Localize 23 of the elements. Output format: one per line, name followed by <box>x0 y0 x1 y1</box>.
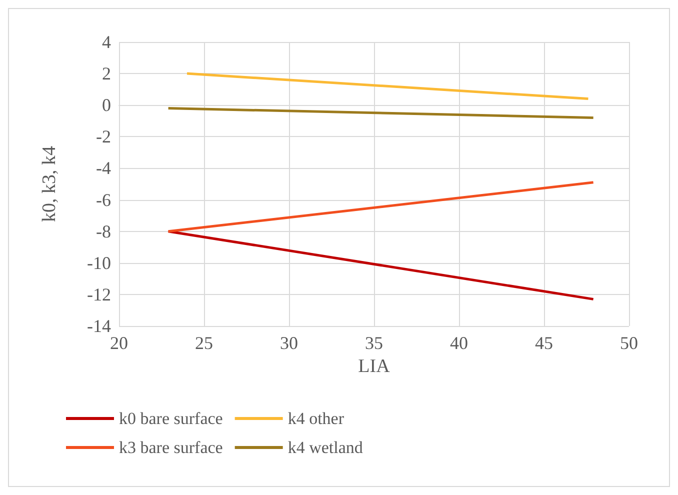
y-tick-label: -12 <box>87 284 111 304</box>
y-tick-label: -10 <box>87 252 111 273</box>
x-axis-title: LIA <box>358 356 390 377</box>
x-tick-label: 40 <box>450 333 468 353</box>
y-tick-label: 0 <box>102 95 111 116</box>
y-tick-label: -2 <box>96 126 111 147</box>
x-tick-label: 20 <box>110 333 128 353</box>
legend-label: k4 wetland <box>288 438 364 457</box>
x-tick-label: 30 <box>280 333 298 353</box>
x-tick-label: 50 <box>620 333 638 353</box>
legend-label: k0 bare surface <box>119 409 223 428</box>
y-tick-label: -6 <box>96 190 111 210</box>
x-tick-label: 45 <box>535 333 553 353</box>
y-tick-label: -14 <box>87 316 111 336</box>
y-tick-label: -4 <box>96 158 111 178</box>
legend-label: k3 bare surface <box>119 438 223 457</box>
x-tick-label: 25 <box>195 333 213 353</box>
y-axis-title: k0, k3, k4 <box>39 146 60 222</box>
y-tick-label: 4 <box>102 32 111 52</box>
y-tick-label: -8 <box>96 221 111 242</box>
y-tick-label: 2 <box>102 64 111 84</box>
x-tick-label: 35 <box>365 333 383 353</box>
legend-label: k4 other <box>288 409 344 428</box>
